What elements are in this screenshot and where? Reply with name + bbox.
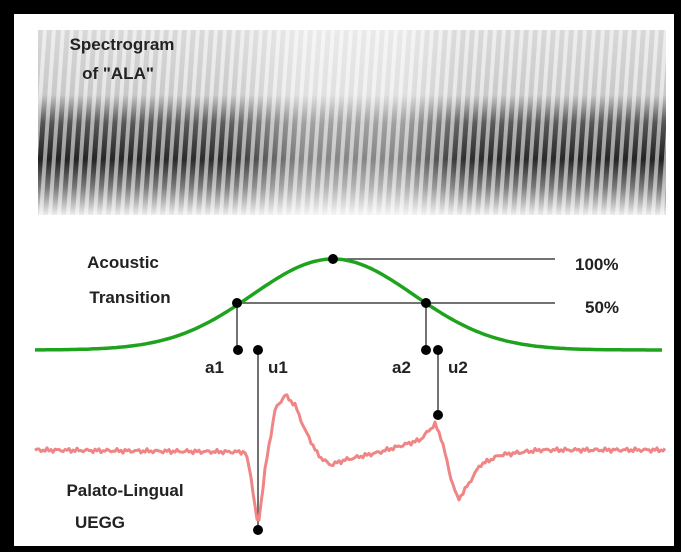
marker-label: u1	[268, 358, 288, 377]
diagram: Spectrogram of "ALA" Acoustic Transition…	[0, 0, 681, 552]
marker-label: a1	[205, 358, 224, 377]
acoustic-label: Acoustic	[87, 253, 159, 272]
level-label: 50%	[585, 298, 619, 317]
marker-label: u2	[448, 358, 468, 377]
uegg-label: Palato-Lingual	[66, 481, 183, 500]
spectrogram	[38, 30, 666, 215]
acoustic-label: Transition	[89, 288, 170, 307]
spectrogram-label: Spectrogram	[70, 35, 175, 54]
level-label: 100%	[575, 255, 618, 274]
spectrogram-label: of "ALA"	[82, 64, 154, 83]
marker-label: a2	[392, 358, 411, 377]
uegg-label: UEGG	[75, 513, 125, 532]
